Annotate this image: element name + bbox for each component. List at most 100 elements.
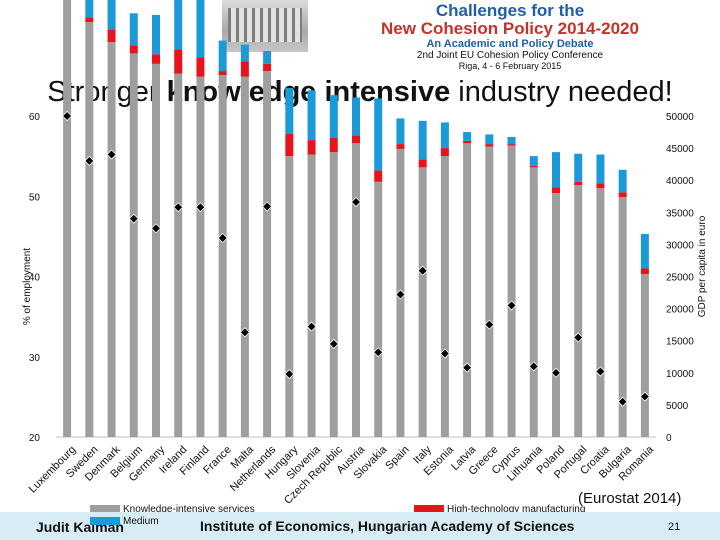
bar-2-12 — [329, 95, 338, 138]
conference-title-line2: New Cohesion Policy 2014-2020 — [381, 19, 639, 38]
y2-tick-label-4: 20000 — [666, 305, 694, 316]
y2-tick-label-3: 15000 — [666, 337, 694, 348]
bar-1-2 — [107, 29, 116, 43]
bar-0-22 — [552, 193, 560, 437]
legend-item-hightech: High-technology manufacturing — [414, 504, 585, 515]
bar-0-8 — [240, 76, 249, 438]
bar-2-9 — [263, 50, 272, 64]
bar-2-23 — [574, 153, 583, 182]
bar-0-13 — [352, 143, 360, 437]
bar-1-18 — [463, 140, 472, 144]
bar-0-17 — [440, 156, 449, 437]
bar-1-12 — [329, 137, 338, 153]
y2-tick-label-10: 50000 — [666, 112, 694, 123]
x-tick-label-15: Spain — [383, 444, 411, 472]
y-tick-label-4: 60 — [29, 112, 41, 123]
bar-2-21 — [529, 156, 538, 166]
bar-1-17 — [440, 148, 449, 157]
gdp-marker-18 — [462, 362, 473, 373]
bar-2-25 — [618, 169, 627, 193]
gdp-marker-5 — [173, 202, 184, 213]
bar-2-19 — [485, 134, 494, 145]
bar-0-23 — [574, 185, 583, 437]
bar-2-16 — [418, 120, 427, 160]
y2-tick-label-9: 45000 — [666, 144, 694, 155]
bar-0-2 — [107, 42, 116, 438]
bar-2-15 — [396, 118, 405, 145]
bar-0-0 — [63, 0, 72, 437]
conference-banner: Challenges for the New Cohesion Policy 2… — [0, 0, 720, 78]
page-number: 21 — [668, 521, 681, 533]
conference-name: 2nd Joint EU Cohesion Policy Conference — [416, 50, 604, 61]
gdp-marker-16 — [417, 265, 428, 276]
conference-title-line1: Challenges for the — [435, 1, 585, 20]
bar-2-17 — [440, 122, 449, 149]
bar-1-3 — [129, 45, 138, 54]
bar-2-5 — [174, 0, 183, 50]
bar-0-18 — [463, 143, 472, 437]
bar-2-24 — [596, 154, 605, 184]
gdp-marker-8 — [239, 327, 250, 338]
gdp-marker-9 — [262, 201, 273, 212]
y-axis-label: % of employment — [22, 248, 33, 325]
bar-1-7 — [218, 71, 227, 76]
gdp-marker-24 — [595, 366, 606, 377]
y2-tick-label-0: 0 — [666, 433, 672, 444]
y-tick-label-2: 40 — [29, 273, 41, 284]
legend-label-services: Knowledge-intensive services — [123, 504, 255, 515]
bar-1-23 — [574, 181, 583, 186]
bar-1-25 — [618, 192, 627, 198]
bar-2-22 — [552, 152, 560, 188]
bar-0-4 — [152, 63, 160, 438]
legend-item-services: Knowledge-intensive services — [90, 504, 255, 515]
footer: Judit Kalman Institute of Economics, Hun… — [0, 512, 720, 540]
bar-0-1 — [85, 22, 94, 437]
bar-1-5 — [174, 49, 183, 74]
bar-2-14 — [374, 98, 383, 171]
bar-1-13 — [352, 135, 360, 144]
bar-0-5 — [174, 73, 183, 437]
bar-1-4 — [152, 54, 160, 64]
legend-label-hightech: High-technology manufacturing — [447, 504, 586, 515]
bar-2-4 — [152, 14, 160, 55]
gdp-marker-6 — [195, 202, 206, 213]
bar-0-20 — [507, 145, 516, 437]
gdp-marker-17 — [439, 348, 450, 359]
y2-tick-label-7: 35000 — [666, 208, 694, 219]
bar-2-6 — [196, 0, 205, 58]
y-tick-label-0: 20 — [29, 433, 41, 444]
bar-1-16 — [418, 159, 427, 168]
page-title: Stronger knowledge intensive industry ne… — [0, 76, 720, 109]
bar-1-1 — [85, 17, 94, 23]
gdp-marker-15 — [395, 289, 406, 300]
y2-tick-label-6: 30000 — [666, 240, 694, 251]
bar-2-10 — [285, 87, 294, 134]
bar-1-20 — [507, 144, 516, 146]
gdp-marker-23 — [573, 332, 584, 343]
bar-2-13 — [352, 97, 360, 136]
institute-name: Institute of Economics, Hungarian Academ… — [200, 518, 575, 534]
bar-2-2 — [107, 0, 116, 30]
gdp-marker-1 — [84, 155, 95, 167]
legend-label-medium: Medium — [123, 516, 159, 527]
conference-title: Challenges for the New Cohesion Policy 2… — [300, 2, 720, 38]
bar-0-7 — [218, 75, 227, 437]
bar-0-6 — [196, 76, 205, 438]
gdp-marker-10 — [284, 369, 295, 380]
bar-0-19 — [485, 146, 494, 437]
bar-2-1 — [85, 0, 94, 18]
gdp-marker-3 — [128, 213, 139, 224]
bar-0-21 — [529, 167, 538, 438]
bar-0-24 — [596, 188, 605, 437]
bar-0-14 — [374, 181, 383, 437]
gdp-marker-12 — [328, 338, 339, 349]
gdp-marker-21 — [528, 361, 539, 372]
legend-swatch-hightech — [414, 505, 444, 514]
gdp-marker-25 — [617, 396, 628, 407]
y2-tick-label-2: 10000 — [666, 369, 694, 380]
bar-1-15 — [396, 144, 405, 149]
bar-2-11 — [307, 90, 316, 141]
bar-2-3 — [129, 13, 138, 46]
gdp-marker-20 — [506, 300, 517, 311]
bar-2-18 — [463, 132, 472, 141]
